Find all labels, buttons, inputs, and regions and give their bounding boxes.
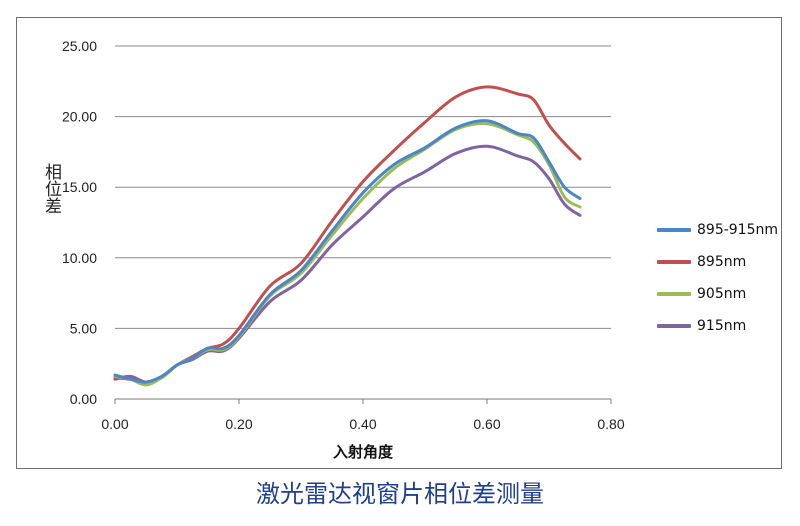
x-tick-label: 0.60	[473, 416, 500, 432]
legend-swatch	[657, 324, 691, 328]
legend-item: 895nm	[657, 246, 778, 278]
legend-label: 915nm	[697, 318, 747, 334]
legend-item: 905nm	[657, 278, 778, 310]
legend: 895-915nm 895nm 905nm 915nm	[657, 214, 778, 342]
x-axis-label: 入射角度	[333, 443, 394, 461]
chart-frame: 相位差 0.00 5.00 10.00 15.00 20.00 25.00 0.00 0.20…	[16, 17, 782, 469]
series-line	[113, 121, 582, 387]
x-tick-label: 0.80	[597, 416, 624, 432]
series-line	[113, 144, 582, 384]
legend-label: 905nm	[697, 286, 747, 302]
x-tick-label: 0.40	[349, 416, 376, 432]
figure-caption: 激光雷达视窗片相位差测量	[256, 480, 544, 508]
y-tick-label: 25.00	[62, 38, 97, 54]
legend-item: 895-915nm	[657, 214, 778, 246]
line-chart: 0.00 5.00 10.00 15.00 20.00 25.00 0.00 0.20 0.40…	[62, 38, 625, 461]
legend-item: 915nm	[657, 310, 778, 342]
x-tick-label: 0.20	[225, 416, 252, 432]
x-tick-label: 0.00	[101, 416, 128, 432]
y-tick-label: 0.00	[70, 391, 97, 407]
y-tick-label: 20.00	[62, 109, 97, 125]
y-tick-label: 5.00	[70, 320, 97, 336]
legend-label: 895nm	[697, 254, 747, 270]
legend-swatch	[657, 292, 691, 296]
legend-swatch	[657, 228, 691, 232]
legend-label: 895-915nm	[697, 222, 779, 238]
y-tick-label: 10.00	[62, 250, 97, 266]
y-tick-label: 15.00	[62, 179, 97, 195]
legend-swatch	[657, 260, 691, 264]
y-axis-label: 相位差	[41, 163, 61, 214]
series-line	[113, 119, 582, 384]
